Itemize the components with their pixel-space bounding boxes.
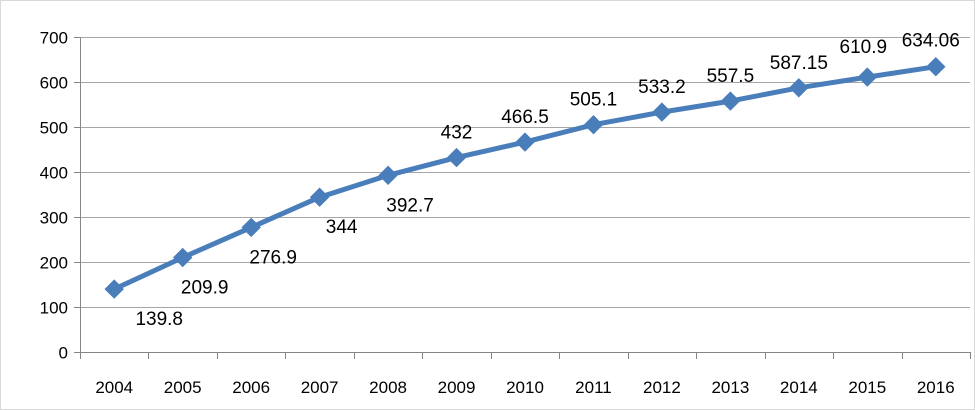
y-tick-label: 0: [59, 344, 68, 363]
data-label: 432: [441, 123, 473, 144]
data-point-marker: [309, 187, 330, 207]
x-tick-label: 2016: [917, 378, 955, 397]
data-point-marker: [104, 279, 124, 299]
data-labels: 139.8 209.9 276.9 344 392.7 432 466.5 505.1 533.…: [135, 31, 959, 330]
data-point-marker: [378, 165, 398, 186]
x-tick-label: 2015: [848, 378, 886, 397]
data-label: 209.9: [181, 278, 229, 299]
data-point-marker: [789, 78, 809, 98]
data-label: 392.7: [386, 195, 434, 216]
x-tick-label: 2013: [711, 378, 749, 397]
data-markers: [104, 56, 946, 299]
data-label: 344: [326, 217, 358, 238]
data-label: 634.06: [902, 31, 960, 52]
gridlines: [80, 37, 970, 308]
y-tick-label: 500: [40, 119, 68, 138]
x-tick-label: 2006: [232, 378, 270, 397]
x-tick-label: 2011: [575, 378, 612, 397]
data-point-marker: [172, 247, 193, 268]
data-point-marker: [652, 102, 672, 122]
x-tick-label: 2004: [95, 378, 133, 397]
data-label: 533.2: [638, 77, 686, 98]
series-line: [111, 64, 939, 292]
data-label: 557.5: [707, 66, 755, 87]
data-label: 610.9: [840, 37, 888, 58]
series-line-layer: [111, 64, 939, 292]
data-label: 466.5: [501, 107, 549, 128]
data-label: 587.15: [770, 53, 828, 74]
y-axis-tick-labels: 0 100 200 300 400 500 600 700: [40, 29, 68, 363]
axes: [74, 37, 971, 359]
x-tick-label: 2009: [438, 378, 476, 397]
y-tick-label: 300: [40, 209, 68, 228]
data-point-marker: [857, 67, 878, 87]
data-label: 276.9: [249, 247, 297, 268]
data-label: 505.1: [570, 90, 618, 111]
x-tick-label: 2008: [369, 378, 407, 397]
data-point-marker: [926, 56, 946, 77]
data-point-marker: [446, 147, 467, 168]
x-tick-label: 2010: [506, 378, 544, 397]
y-tick-label: 400: [40, 164, 68, 183]
x-tick-label: 2007: [301, 378, 339, 397]
x-tick-label: 2012: [643, 378, 681, 397]
y-tick-label: 700: [40, 29, 68, 48]
data-point-marker: [515, 132, 535, 152]
y-tick-label: 100: [40, 299, 68, 318]
y-tick-label: 600: [40, 74, 68, 93]
x-tick-label: 2005: [164, 378, 202, 397]
x-tick-label: 2014: [780, 378, 818, 397]
data-point-marker: [583, 114, 604, 135]
y-tick-label: 200: [40, 254, 68, 273]
x-axis-tick-labels: 2004 2005 2006 2007 2008 2009 2010 2011 2012 2013…: [95, 378, 954, 397]
data-point-marker: [720, 91, 741, 111]
data-point-marker: [241, 217, 261, 238]
data-label: 139.8: [135, 309, 183, 330]
